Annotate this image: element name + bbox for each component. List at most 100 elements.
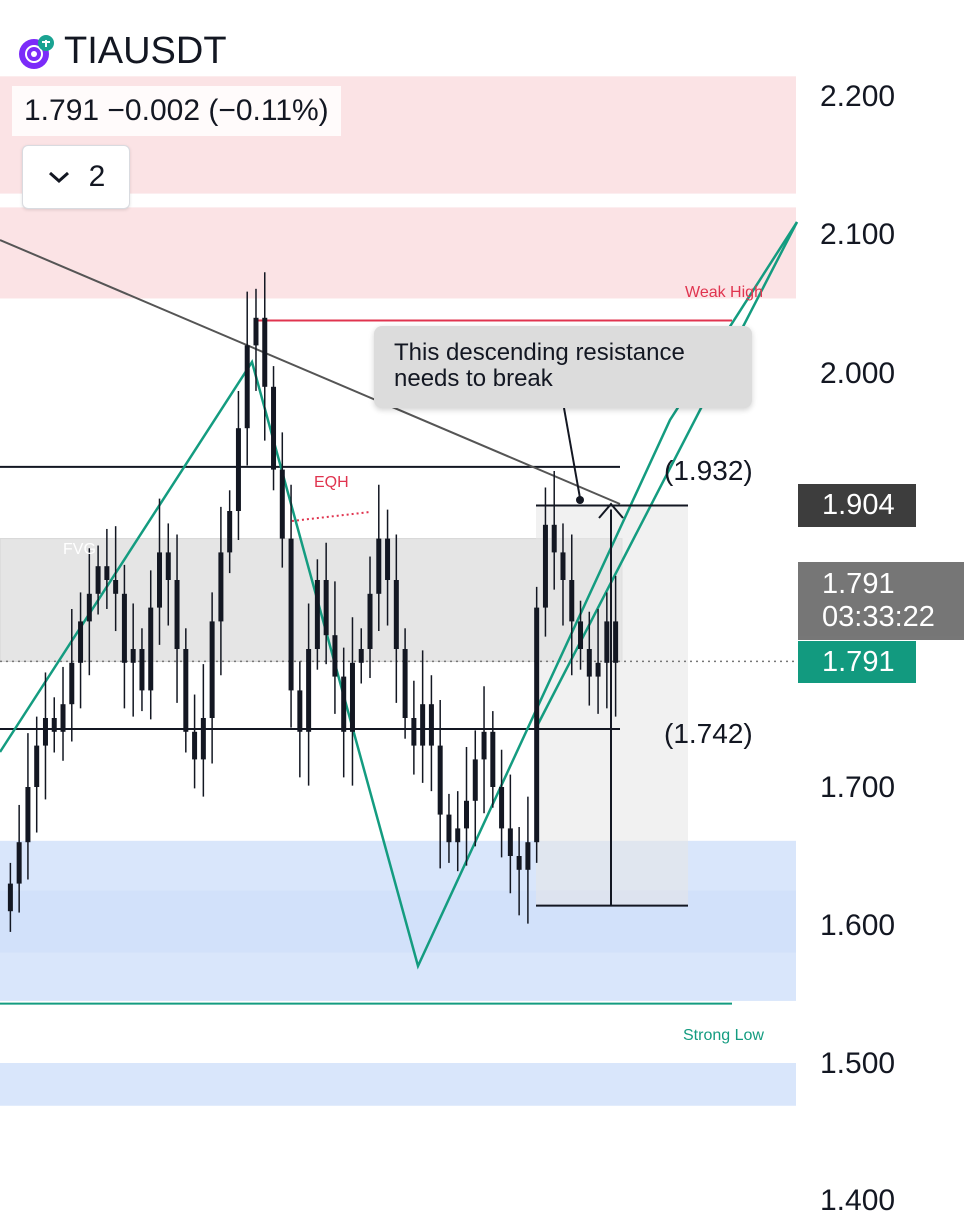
candle-body <box>78 621 84 663</box>
candle[interactable] <box>104 528 110 609</box>
candle[interactable] <box>165 523 171 626</box>
candle[interactable] <box>499 749 505 858</box>
candle[interactable] <box>262 272 268 441</box>
strong-low-label: Strong Low <box>683 1027 764 1044</box>
candle-body <box>332 635 338 677</box>
candle[interactable] <box>69 608 75 742</box>
candle[interactable] <box>586 611 592 706</box>
candle[interactable] <box>183 628 189 753</box>
candle-body <box>271 386 277 470</box>
candle[interactable] <box>604 592 610 709</box>
candle[interactable] <box>472 730 478 847</box>
candle[interactable] <box>60 666 66 761</box>
candle-body <box>499 787 505 829</box>
candle[interactable] <box>411 680 417 775</box>
candle[interactable] <box>534 586 540 863</box>
candle[interactable] <box>420 650 426 783</box>
candle[interactable] <box>525 796 531 924</box>
level-upper-label: (1.932) <box>664 455 753 486</box>
candle[interactable] <box>569 534 575 676</box>
annotation-callout[interactable]: This descending resistance needs to brea… <box>374 326 752 408</box>
candle-body <box>420 704 426 746</box>
candle-body <box>218 552 224 622</box>
candle[interactable] <box>157 498 162 645</box>
candle[interactable] <box>253 288 259 391</box>
candle[interactable] <box>358 628 364 684</box>
candle[interactable] <box>297 661 303 778</box>
candle-body <box>104 566 110 580</box>
candle[interactable] <box>349 617 355 786</box>
candle[interactable] <box>367 556 373 678</box>
candle[interactable] <box>314 559 320 670</box>
candle[interactable] <box>446 793 452 863</box>
candle[interactable] <box>16 804 22 913</box>
collapse-indicators-button[interactable]: 2 <box>22 145 130 209</box>
candle[interactable] <box>218 506 224 676</box>
candle-body <box>42 718 48 746</box>
candle[interactable] <box>578 600 584 670</box>
candle-body <box>16 842 22 884</box>
candle[interactable] <box>551 470 557 590</box>
celestia-logo-icon <box>18 34 54 70</box>
candle[interactable] <box>288 484 294 728</box>
candle[interactable] <box>113 526 119 632</box>
candle-body <box>551 524 557 553</box>
candle[interactable] <box>306 603 312 786</box>
candle[interactable] <box>130 603 136 717</box>
candle[interactable] <box>86 548 92 676</box>
candle[interactable] <box>437 700 443 869</box>
candle[interactable] <box>139 628 145 712</box>
candle[interactable] <box>174 534 180 703</box>
candle[interactable] <box>613 575 619 717</box>
candle-body <box>183 649 189 732</box>
symbol-header[interactable]: TIAUSDT <box>18 30 227 73</box>
candle[interactable] <box>279 432 285 568</box>
candle[interactable] <box>376 484 382 632</box>
candle[interactable] <box>95 545 101 615</box>
candle[interactable] <box>25 733 31 880</box>
candle[interactable] <box>402 628 408 739</box>
candle[interactable] <box>595 608 601 714</box>
candle[interactable] <box>341 647 347 778</box>
axis-tick-1500: 1.500 <box>820 1047 896 1080</box>
candle[interactable] <box>516 827 522 916</box>
candle[interactable] <box>42 672 48 800</box>
last-price-value: 1.791 <box>822 568 895 600</box>
candle[interactable] <box>464 746 469 866</box>
price-quote: 1.791 −0.002 (−0.11%) <box>12 86 341 136</box>
eqh-label: EQH <box>314 474 349 491</box>
candle[interactable] <box>121 564 127 709</box>
candle[interactable] <box>542 487 548 637</box>
candle[interactable] <box>332 581 338 714</box>
candle[interactable] <box>271 366 277 491</box>
candle[interactable] <box>393 534 399 703</box>
candle-body <box>262 317 268 387</box>
candle[interactable] <box>209 592 215 764</box>
candle[interactable] <box>428 675 434 792</box>
candle-body <box>376 538 382 594</box>
candle-body <box>341 676 347 732</box>
axis-tick-1600: 1.600 <box>820 909 896 942</box>
callout-pointer-dot <box>576 496 584 504</box>
candle[interactable] <box>244 291 250 466</box>
candle-body <box>613 621 619 663</box>
candle[interactable] <box>227 490 233 574</box>
candle[interactable] <box>51 697 57 753</box>
candle[interactable] <box>78 592 84 709</box>
candle[interactable] <box>385 509 391 626</box>
candle[interactable] <box>200 664 206 797</box>
candle[interactable] <box>560 523 566 626</box>
candle[interactable] <box>192 694 198 789</box>
candle[interactable] <box>323 542 329 665</box>
candle[interactable] <box>507 774 513 894</box>
candles-layer[interactable] <box>7 272 619 932</box>
candle[interactable] <box>455 791 461 872</box>
candle[interactable] <box>490 711 496 808</box>
candle[interactable] <box>235 390 241 540</box>
candle[interactable] <box>7 862 13 932</box>
candle[interactable] <box>148 570 154 720</box>
axis-tick-1400: 1.400 <box>820 1184 896 1217</box>
candle[interactable] <box>34 716 40 833</box>
candle[interactable] <box>481 686 487 814</box>
